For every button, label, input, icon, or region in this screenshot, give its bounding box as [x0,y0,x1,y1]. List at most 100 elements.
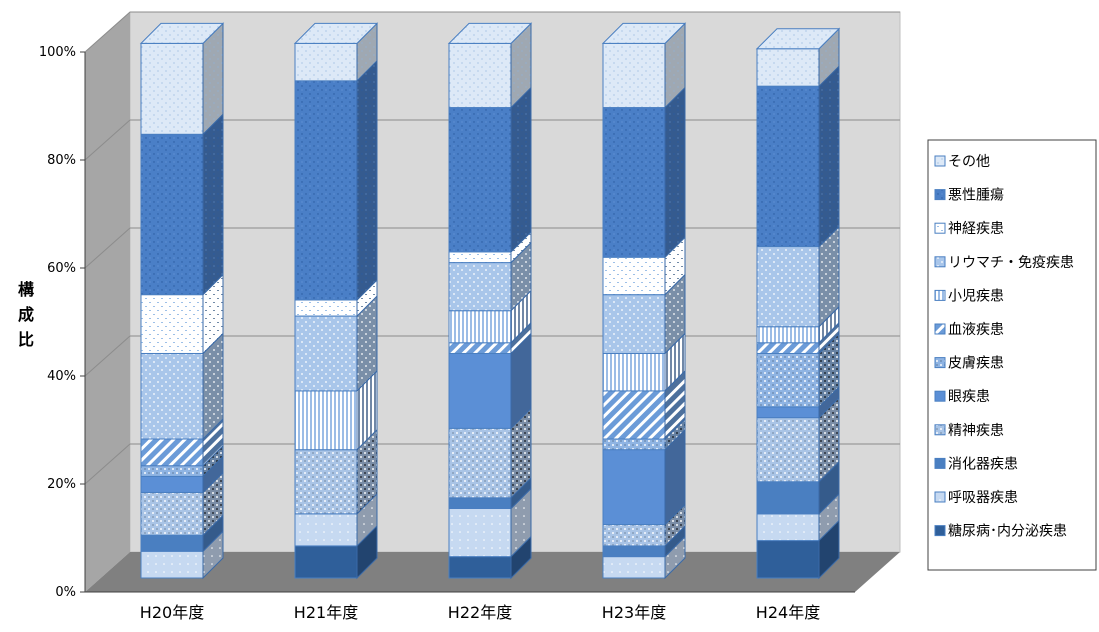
bar-stack [755,27,841,580]
bar-segment [448,352,512,429]
x-category-label: H23年度 [602,603,666,622]
bar-segment [140,352,204,440]
bar-segment [756,406,820,419]
bar-segment [448,251,512,264]
bar-segment [140,294,204,354]
bar-segment [294,299,358,317]
bar-segment [602,524,666,547]
y-tick-label: 80% [47,153,76,168]
bar-segment [756,540,820,579]
bar-stack [447,22,533,580]
bar-segment [140,42,204,135]
legend-item: 消化器疾患 [948,456,1018,472]
legend-swatch [934,525,946,537]
legend-swatch [934,222,946,234]
bar-segment [602,390,666,440]
legend-swatch [934,390,946,402]
bar-segment [602,438,666,451]
bar-segment [756,342,820,354]
bar-segment [140,491,204,536]
bar-segment [602,294,666,354]
bar-segment [602,256,666,296]
y-tick-label: 60% [47,261,76,276]
bar-segment-side [356,59,378,302]
legend-swatch [934,491,946,503]
gridline-side [84,227,131,269]
legend-item: その他 [948,154,990,170]
bar-segment [602,107,666,258]
x-category-label: H20年度 [140,603,204,622]
bar-segment [294,390,358,451]
gridline-side [84,119,131,161]
bar-segment [448,310,512,344]
bar-segment [140,465,204,477]
bar-segment [294,315,358,392]
bar-segment [756,48,820,87]
legend-item: 神経疾患 [948,221,1004,237]
bar-segment [602,352,666,392]
bar-segment [294,513,358,547]
legend-item: リウマチ・免疫疾患 [948,255,1074,271]
x-category-label: H21年度 [294,603,358,622]
y-tick-label: 0% [55,585,76,600]
bar-segment [448,342,512,354]
y-tick-label: 20% [47,477,76,492]
gridline-side [84,335,131,377]
gridline-side [84,11,131,53]
bar-segment [602,42,666,109]
bar-segment [448,556,512,579]
legend-item: 皮膚疾患 [948,356,1004,372]
bar-stack [139,22,225,580]
bar-segment [756,246,820,328]
bar-segment [448,262,512,312]
bar-segment [602,449,666,526]
bar-segment-side [510,86,532,254]
legend-item: 悪性腫瘍 [948,187,1004,204]
bar-segment [140,133,204,296]
bar-top [447,22,533,44]
legend-swatch [934,424,946,436]
bar-segment [140,438,204,467]
bar-segment [602,556,666,579]
bar-segment-side [202,113,224,296]
bar-stack [601,22,687,580]
legend-swatch [934,256,946,268]
bar-top [601,22,687,44]
legend-swatch [934,323,946,335]
bar-top [293,22,379,44]
plot-side-wall [85,12,130,592]
y-tick-label: 40% [47,369,76,384]
bar-segment [294,545,358,579]
legend-item: 呼吸器疾患 [948,490,1018,506]
bar-segment-side [818,64,840,248]
bar-top [755,28,841,50]
bar-segment [294,449,358,515]
legend-item: 糖尿病･内分泌疾患 [948,524,1067,540]
bar-segment [448,508,512,558]
bar-segment [602,545,666,558]
legend-item: 眼疾患 [948,389,990,405]
gridline-side [84,443,131,485]
legend-box [927,139,1097,571]
bar-segment [448,427,512,499]
legend-swatch [934,289,946,301]
bar-segment [756,352,820,408]
legend-swatch [934,357,946,369]
legend-item: 小児疾患 [948,288,1004,304]
bar-top [139,22,225,44]
legend-swatch [934,155,946,167]
bar-segment [140,550,204,579]
legend-swatch [934,457,946,469]
legend-item: 血液疾患 [948,322,1004,338]
bar-segment [448,107,512,253]
y-axis-label: 構成比 [18,280,34,349]
bar-segment [294,80,358,301]
bar-segment [756,513,820,542]
bar-segment [756,481,820,515]
bar-stack [293,22,379,580]
bar-segment [140,534,204,552]
bar-segment-side [664,86,686,259]
legend-swatch [934,189,946,201]
bar-segment [756,326,820,344]
